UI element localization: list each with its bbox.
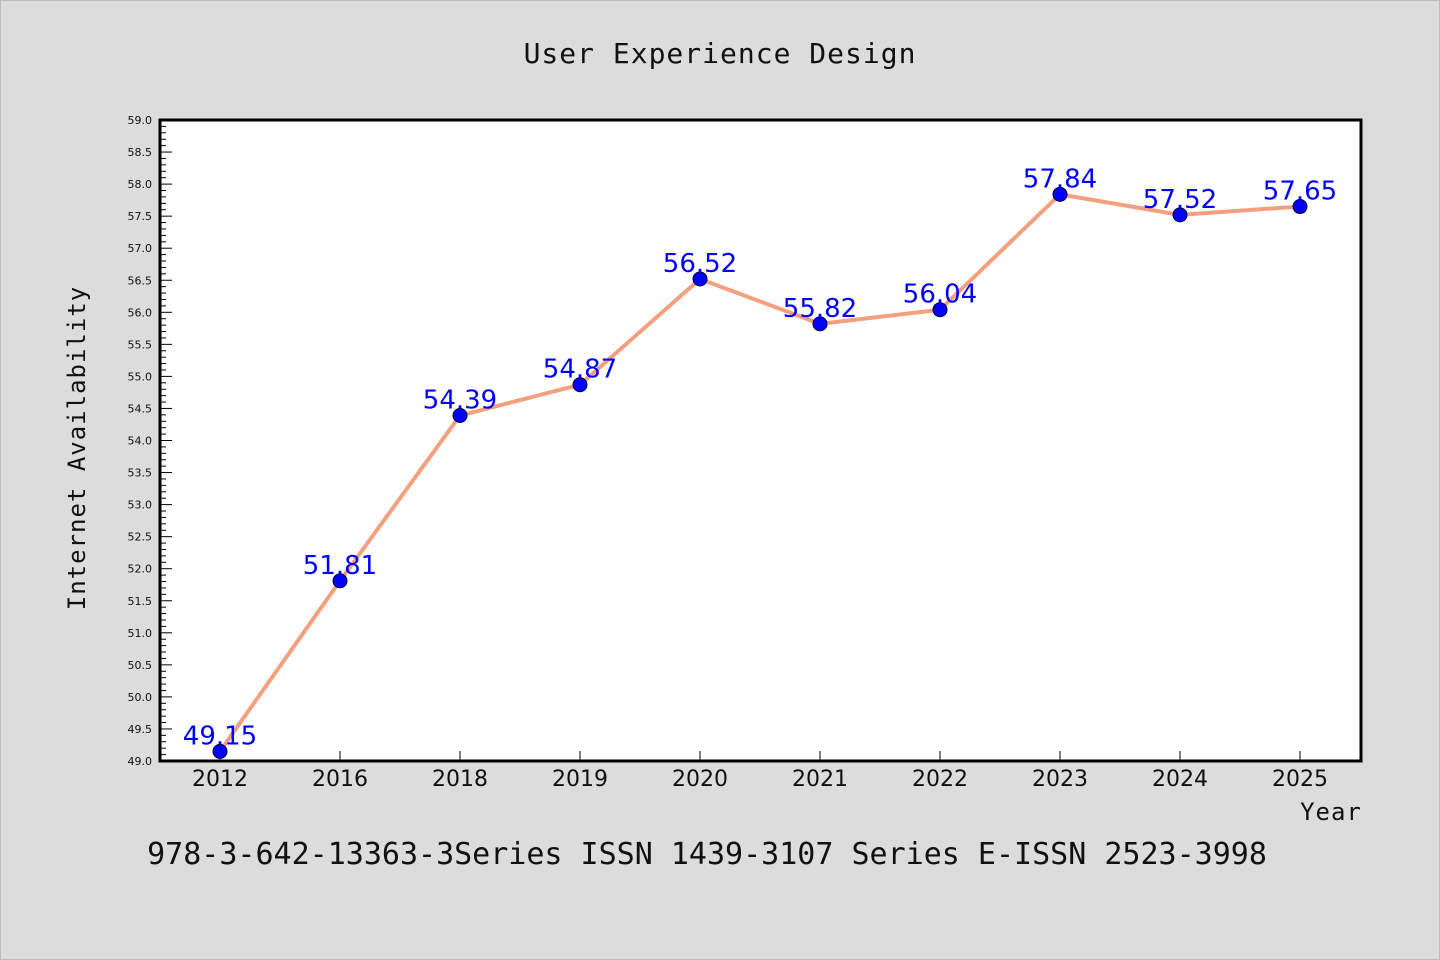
data-point [332, 573, 348, 589]
data-label: 54.39 [423, 386, 497, 416]
y-tick-label: 52.5 [128, 531, 153, 544]
x-tick-label: 2020 [672, 767, 728, 792]
y-tick-label: 52.0 [128, 563, 153, 576]
x-axis: 2012 2016 2018 2019 2020 2021 2022 2023 2024 2025 [192, 751, 1328, 792]
y-tick-label: 51.5 [128, 595, 153, 608]
y-tick-label: 54.0 [128, 435, 153, 448]
y-axis-label: Internet Availability [63, 286, 91, 610]
data-labels: 49.15 51.81 54.39 54.87 56.52 55.82 56.04 57.84… [183, 164, 1337, 751]
x-tick-label: 2019 [552, 767, 608, 792]
y-tick-label: 49.0 [128, 755, 153, 768]
x-tick-label: 2024 [1152, 767, 1208, 792]
y-tick-label: 58.0 [128, 178, 153, 191]
data-label: 55.82 [783, 294, 857, 324]
data-point [1172, 207, 1188, 223]
data-label: 51.81 [303, 551, 377, 581]
y-tick-label: 59.0 [128, 114, 153, 127]
x-tick-label: 2012 [192, 767, 248, 792]
data-point [1052, 186, 1068, 202]
x-tick-label: 2021 [792, 767, 848, 792]
plot-frame [158, 118, 1363, 763]
y-tick-label: 55.5 [128, 338, 153, 351]
y-tick-label: 54.5 [128, 402, 153, 415]
x-axis-label: Year [1300, 798, 1362, 826]
data-point [212, 743, 228, 759]
data-label: 49.15 [183, 721, 257, 751]
y-tick-label: 50.0 [128, 691, 153, 704]
data-label: 57.84 [1023, 164, 1097, 194]
y-tick-label: 53.0 [128, 499, 153, 512]
data-point [932, 302, 948, 318]
data-label: 54.87 [543, 355, 617, 385]
x-tick-label: 2023 [1032, 767, 1088, 792]
y-tick-label: 49.5 [128, 723, 153, 736]
y-tick-label: 56.5 [128, 274, 153, 287]
data-label: 57.52 [1143, 185, 1217, 215]
y-tick-label: 51.0 [128, 627, 153, 640]
data-point [452, 408, 468, 424]
data-point [1292, 199, 1308, 215]
footer-text: 978-3-642-13363-3Series ISSN 1439-3107 S… [147, 837, 1267, 872]
data-point [572, 377, 588, 393]
plot-area [160, 120, 1361, 761]
data-label: 56.04 [903, 280, 977, 310]
y-tick-label: 56.0 [128, 306, 153, 319]
x-tick-label: 2016 [312, 767, 368, 792]
data-point [692, 271, 708, 287]
y-tick-label: 50.5 [128, 659, 153, 672]
y-tick-label: 58.5 [128, 146, 153, 159]
y-tick-label: 55.0 [128, 370, 153, 383]
series-line [218, 192, 1301, 753]
y-tick-label: 57.5 [128, 210, 153, 223]
x-tick-label: 2025 [1272, 767, 1328, 792]
x-tick-label: 2022 [912, 767, 968, 792]
y-tick-label: 53.5 [128, 467, 153, 480]
chart-title: User Experience Design [524, 37, 917, 70]
y-tick-label: 57.0 [128, 242, 153, 255]
data-markers [212, 186, 1308, 759]
data-label: 56.52 [663, 249, 737, 279]
data-point [812, 316, 828, 332]
x-tick-label: 2018 [432, 767, 488, 792]
data-label: 57.65 [1263, 177, 1337, 207]
